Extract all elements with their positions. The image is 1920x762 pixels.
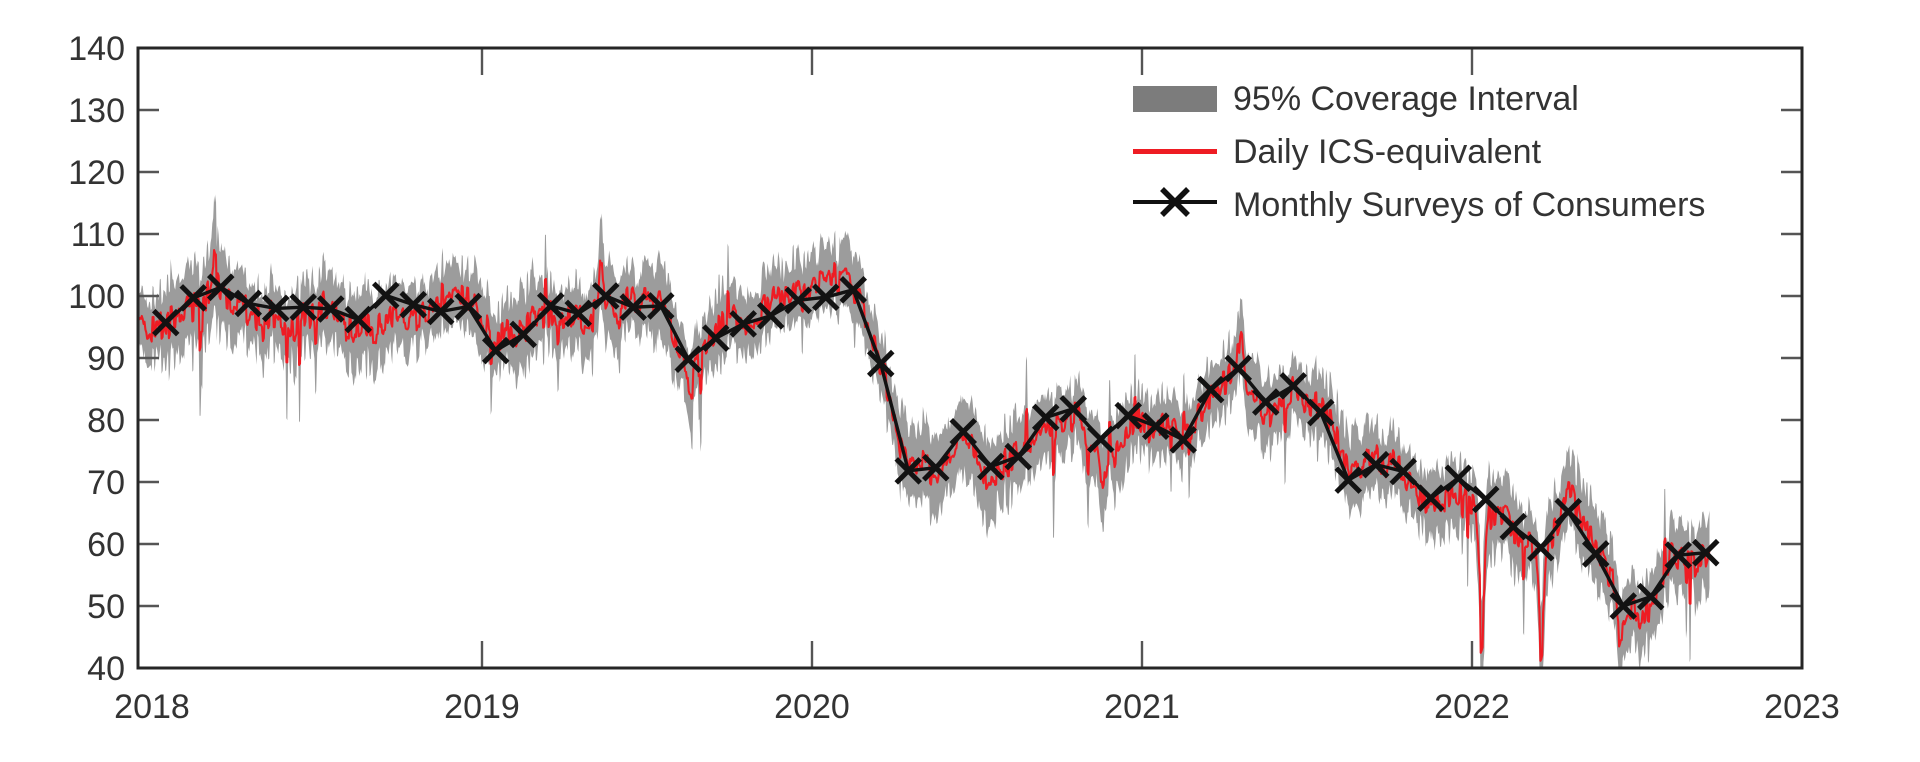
x-marker-icon: [1664, 541, 1693, 569]
x-marker-icon: [1169, 426, 1198, 454]
x-marker-legend-glyph: [1133, 187, 1217, 217]
x-marker-icon: [509, 320, 538, 349]
x-marker-icon: [1636, 582, 1665, 611]
legend-item-daily-ics: Daily ICS-equivalent: [1133, 125, 1705, 178]
legend-label-daily-ics: Daily ICS-equivalent: [1233, 132, 1542, 171]
coverage-band-swatch-icon: [1133, 85, 1217, 112]
y-tick-label: 130: [68, 92, 125, 130]
x-marker-icon: [179, 284, 208, 312]
x-marker-icon: [811, 283, 840, 312]
legend-item-monthly-surveys: Monthly Surveys of Consumers: [1133, 178, 1705, 231]
x-marker-icon: [1554, 497, 1583, 526]
x-marker-icon: [536, 292, 565, 320]
x-marker-icon: [1279, 372, 1308, 400]
x-tick-label: 2021: [1104, 688, 1180, 726]
x-marker-icon: [1004, 442, 1033, 471]
x-marker-icon: [1471, 485, 1500, 514]
y-tick-label: 50: [87, 588, 125, 626]
x-marker-icon: [1086, 425, 1115, 453]
legend-item-coverage-interval: 95% Coverage Interval: [1133, 72, 1705, 125]
y-tick-label: 120: [68, 154, 125, 192]
x-marker-icon: [756, 302, 785, 330]
x-marker-icon: [949, 418, 978, 446]
plot-border: [136, 46, 1804, 670]
x-marker-icon: [1416, 484, 1445, 512]
y-tick-label: 60: [87, 526, 125, 564]
x-tick-label: 2018: [114, 688, 190, 726]
x-marker-icon: [1251, 388, 1280, 416]
y-tick-label: 140: [68, 30, 125, 68]
swatch-cell: [1133, 180, 1217, 229]
monthly-x-markers: [151, 273, 1720, 620]
x-marker-icon: [1581, 540, 1610, 568]
x-marker-icon: [866, 349, 895, 378]
series-group: [139, 194, 1720, 667]
x-marker-icon: [151, 308, 180, 337]
x-marker-icon: [344, 305, 373, 334]
x-marker-icon: [1444, 464, 1473, 493]
x-marker-icon: [481, 336, 510, 365]
x-marker-icon: [371, 281, 400, 310]
daily-ics-line: [139, 249, 1711, 662]
y-tick-label: 110: [71, 216, 125, 254]
x-marker-icon: [426, 297, 455, 326]
x-tick-label: 2019: [444, 688, 520, 726]
swatch-cell: [1133, 149, 1217, 154]
y-tick-label: 90: [87, 340, 125, 378]
x-marker-icon: [839, 276, 868, 304]
x-marker-icon: [1691, 538, 1720, 567]
x-marker-icon: [454, 292, 483, 321]
y-tick-label: 100: [68, 278, 125, 316]
y-tick-label: 40: [87, 650, 125, 688]
x-marker-icon: [729, 310, 758, 338]
x-tick-label: 2023: [1764, 688, 1840, 726]
x-marker-icon: [1306, 398, 1335, 427]
x-marker-icon: [921, 453, 950, 482]
x-marker-icon: [1389, 457, 1418, 486]
x-marker-icon: [316, 295, 345, 323]
x-marker-icon: [976, 452, 1005, 481]
x-marker-icon: [234, 289, 263, 318]
x-marker-icon: [399, 290, 428, 319]
swatch-cell: [1133, 85, 1217, 112]
y-tick-label: 80: [87, 402, 125, 440]
legend-label-coverage-interval: 95% Coverage Interval: [1233, 79, 1579, 118]
x-tick-label: 2022: [1434, 688, 1510, 726]
x-marker-icon: [1224, 354, 1253, 383]
x-marker-icon: [1499, 512, 1528, 541]
x-tick-label: 2020: [774, 688, 850, 726]
x-marker-icon: [1526, 533, 1555, 562]
x-marker-icon: [206, 273, 235, 302]
axis-ticks: [139, 49, 1801, 667]
x-marker-icon: [894, 457, 923, 485]
x-marker-icon: [1031, 403, 1060, 432]
x-marker-icon: [289, 293, 318, 321]
x-marker-icon: [646, 292, 675, 320]
legend: 95% Coverage Interval Daily ICS-equivale…: [1133, 72, 1705, 231]
x-marker-icon: [261, 294, 290, 323]
x-marker-icon: [1114, 401, 1143, 430]
x-marker-icon: [1141, 412, 1170, 440]
x-marker-icon: [1361, 450, 1390, 479]
x-marker-icon: [591, 282, 620, 310]
x-marker-icon: [1334, 466, 1363, 494]
x-marker-icon: [564, 299, 593, 328]
x-marker-icon: [701, 324, 730, 352]
x-marker-icon: [1059, 395, 1088, 423]
x-marker-icon: [1609, 592, 1638, 620]
x-marker-icon: [674, 345, 703, 374]
x-marker-icon: [619, 293, 648, 321]
x-marker-swatch-icon: [1133, 180, 1217, 229]
daily-line-swatch-icon: [1133, 149, 1217, 154]
x-marker-icon: [1196, 375, 1225, 404]
legend-label-monthly-surveys: Monthly Surveys of Consumers: [1233, 185, 1706, 224]
y-tick-label: 70: [87, 464, 125, 502]
x-marker-icon: [784, 286, 813, 315]
